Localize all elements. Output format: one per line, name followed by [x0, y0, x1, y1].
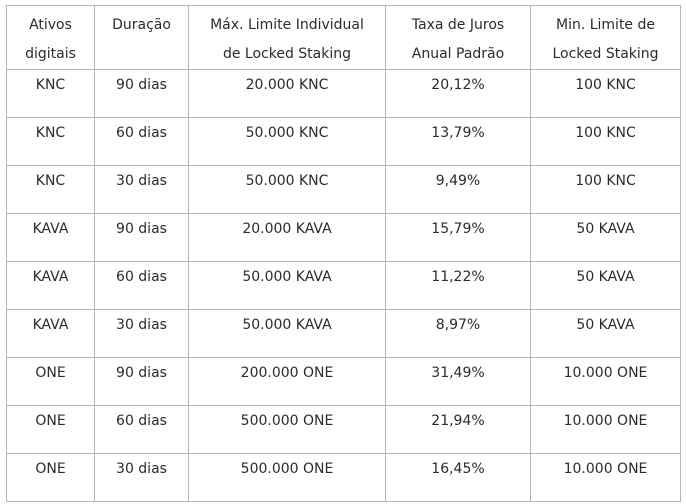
cell-annual-rate: 15,79%: [385, 213, 531, 262]
header-digital-assets-line-1: Ativos: [29, 17, 72, 33]
cell-annual-rate: 31,49%: [385, 357, 531, 406]
cell-min-limit: 50 KAVA: [530, 261, 681, 310]
cell-min-limit: 100 KNC: [530, 69, 681, 118]
table-header: Ativos digitais Duração Máx. Limite Indi…: [6, 5, 681, 70]
cell-max-limit: 500.000 ONE: [188, 453, 386, 502]
header-digital-assets: Ativos digitais: [6, 5, 95, 70]
cell-asset: KNC: [6, 117, 95, 166]
cell-max-limit: 50.000 KAVA: [188, 309, 386, 358]
header-standard-annual-rate-line-1: Taxa de Juros: [411, 17, 505, 33]
header-duration: Duração: [94, 5, 189, 70]
cell-duration: 30 dias: [94, 309, 189, 358]
cell-duration: 30 dias: [94, 165, 189, 214]
table-row: KAVA 30 dias 50.000 KAVA 8,97% 50 KAVA: [6, 309, 681, 358]
cell-max-limit: 20.000 KAVA: [188, 213, 386, 262]
cell-max-limit: 50.000 KAVA: [188, 261, 386, 310]
cell-min-limit: 10.000 ONE: [530, 405, 681, 454]
header-min-limit-line-1: Min. Limite de: [555, 17, 655, 33]
cell-asset: KNC: [6, 69, 95, 118]
table-row: KNC 90 dias 20.000 KNC 20,12% 100 KNC: [6, 69, 681, 118]
cell-min-limit: 100 KNC: [530, 117, 681, 166]
table-row: KNC 30 dias 50.000 KNC 9,49% 100 KNC: [6, 165, 681, 214]
locked-staking-table: Ativos digitais Duração Máx. Limite Indi…: [6, 5, 681, 502]
cell-min-limit: 100 KNC: [530, 165, 681, 214]
cell-duration: 90 dias: [94, 213, 189, 262]
cell-asset: KAVA: [6, 261, 95, 310]
cell-duration: 60 dias: [94, 117, 189, 166]
cell-max-limit: 20.000 KNC: [188, 69, 386, 118]
cell-min-limit: 50 KAVA: [530, 309, 681, 358]
table-row: ONE 30 dias 500.000 ONE 16,45% 10.000 ON…: [6, 453, 681, 502]
cell-duration: 60 dias: [94, 405, 189, 454]
header-duration-line-1: Duração: [112, 17, 171, 33]
cell-duration: 90 dias: [94, 357, 189, 406]
header-row: Ativos digitais Duração Máx. Limite Indi…: [6, 5, 681, 70]
cell-asset: KAVA: [6, 213, 95, 262]
cell-duration: 30 dias: [94, 453, 189, 502]
header-digital-assets-line-2: digitais: [25, 46, 76, 62]
cell-annual-rate: 20,12%: [385, 69, 531, 118]
cell-min-limit: 10.000 ONE: [530, 453, 681, 502]
cell-asset: ONE: [6, 405, 95, 454]
header-standard-annual-rate: Taxa de Juros Anual Padrão: [385, 5, 531, 70]
table-row: KNC 60 dias 50.000 KNC 13,79% 100 KNC: [6, 117, 681, 166]
table-row: KAVA 90 dias 20.000 KAVA 15,79% 50 KAVA: [6, 213, 681, 262]
cell-asset: ONE: [6, 357, 95, 406]
cell-min-limit: 50 KAVA: [530, 213, 681, 262]
header-standard-annual-rate-line-2: Anual Padrão: [411, 46, 505, 62]
header-max-individual-limit: Máx. Limite Individual de Locked Staking: [188, 5, 386, 70]
cell-max-limit: 200.000 ONE: [188, 357, 386, 406]
header-max-individual-limit-line-1: Máx. Limite Individual: [210, 17, 364, 33]
cell-asset: ONE: [6, 453, 95, 502]
header-min-limit-line-2: Locked Staking: [552, 46, 659, 62]
table-row: KAVA 60 dias 50.000 KAVA 11,22% 50 KAVA: [6, 261, 681, 310]
header-max-individual-limit-line-2: de Locked Staking: [222, 46, 352, 62]
table-body: KNC 90 dias 20.000 KNC 20,12% 100 KNC KN…: [6, 69, 681, 502]
cell-duration: 90 dias: [94, 69, 189, 118]
cell-duration: 60 dias: [94, 261, 189, 310]
cell-max-limit: 50.000 KNC: [188, 165, 386, 214]
cell-annual-rate: 8,97%: [385, 309, 531, 358]
header-min-limit: Min. Limite de Locked Staking: [530, 5, 681, 70]
cell-max-limit: 50.000 KNC: [188, 117, 386, 166]
cell-max-limit: 500.000 ONE: [188, 405, 386, 454]
cell-annual-rate: 9,49%: [385, 165, 531, 214]
cell-annual-rate: 21,94%: [385, 405, 531, 454]
cell-annual-rate: 13,79%: [385, 117, 531, 166]
cell-min-limit: 10.000 ONE: [530, 357, 681, 406]
cell-annual-rate: 16,45%: [385, 453, 531, 502]
table-row: ONE 90 dias 200.000 ONE 31,49% 10.000 ON…: [6, 357, 681, 406]
table-row: ONE 60 dias 500.000 ONE 21,94% 10.000 ON…: [6, 405, 681, 454]
cell-annual-rate: 11,22%: [385, 261, 531, 310]
cell-asset: KNC: [6, 165, 95, 214]
cell-asset: KAVA: [6, 309, 95, 358]
